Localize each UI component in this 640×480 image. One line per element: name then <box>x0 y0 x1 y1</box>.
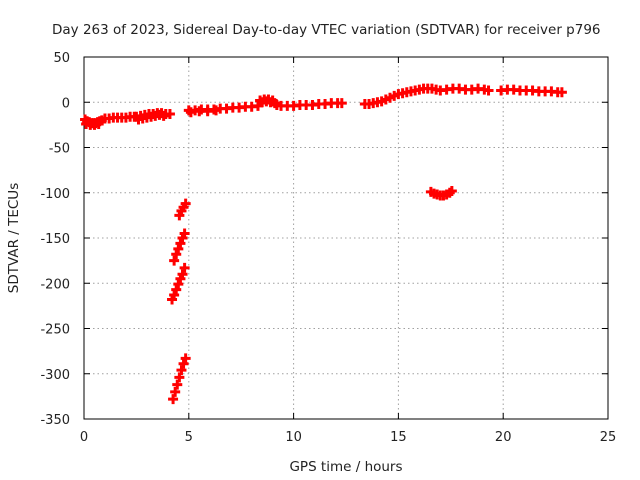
data-point <box>180 198 191 209</box>
y-tick-label: -150 <box>40 232 70 247</box>
data-point <box>556 87 567 98</box>
data-point <box>175 238 186 249</box>
data-points <box>80 83 567 405</box>
data-point <box>172 379 183 390</box>
x-tick-label: 15 <box>390 430 407 445</box>
data-point <box>176 365 187 376</box>
data-point <box>171 284 182 295</box>
data-point <box>179 262 190 273</box>
data-point <box>158 110 169 121</box>
data-point <box>170 386 181 397</box>
data-point <box>171 249 182 260</box>
data-point <box>185 107 196 118</box>
x-tick-label: 10 <box>285 430 302 445</box>
data-point <box>180 353 191 364</box>
data-point <box>169 255 180 266</box>
x-tick-label: 0 <box>80 430 88 445</box>
data-point <box>173 279 184 290</box>
y-axis-label: SDTVAR / TECUs <box>6 183 22 293</box>
x-tick-label: 20 <box>495 430 512 445</box>
data-point <box>174 372 185 383</box>
data-point <box>164 109 175 120</box>
y-tick-label: 50 <box>53 51 70 66</box>
x-tick-label: 5 <box>185 430 193 445</box>
data-point <box>336 98 347 109</box>
data-point <box>93 118 104 129</box>
data-point <box>194 106 205 117</box>
data-point <box>178 358 189 369</box>
y-tick-label: -200 <box>40 277 70 292</box>
series-main-track <box>80 83 567 130</box>
data-point <box>179 228 190 239</box>
y-tick-label: -350 <box>40 413 70 428</box>
x-tick-label: 25 <box>600 430 617 445</box>
data-point <box>177 269 188 280</box>
data-point <box>202 106 213 117</box>
axis-ticks: 0 5 10 15 20 25 50 0 -50 -100 -150 -200 -250 -300 -350 <box>40 51 616 445</box>
y-tick-label: 0 <box>62 96 70 111</box>
chart-title: Day 263 of 2023, Sidereal Day-to-day VTE… <box>52 22 601 38</box>
x-axis-label: GPS time / hours <box>289 459 402 475</box>
data-point <box>483 85 494 96</box>
series-descending-segments <box>167 198 191 405</box>
y-tick-label: -100 <box>40 187 70 202</box>
y-tick-label: -250 <box>40 323 70 338</box>
y-tick-label: -300 <box>40 368 70 383</box>
data-point <box>446 185 457 196</box>
data-point <box>169 290 180 301</box>
grid <box>84 57 608 419</box>
y-tick-label: -50 <box>49 142 70 157</box>
series-arc-near-minus-100 <box>425 185 457 201</box>
data-point <box>211 105 222 116</box>
data-point <box>173 243 184 254</box>
data-point <box>168 394 179 405</box>
